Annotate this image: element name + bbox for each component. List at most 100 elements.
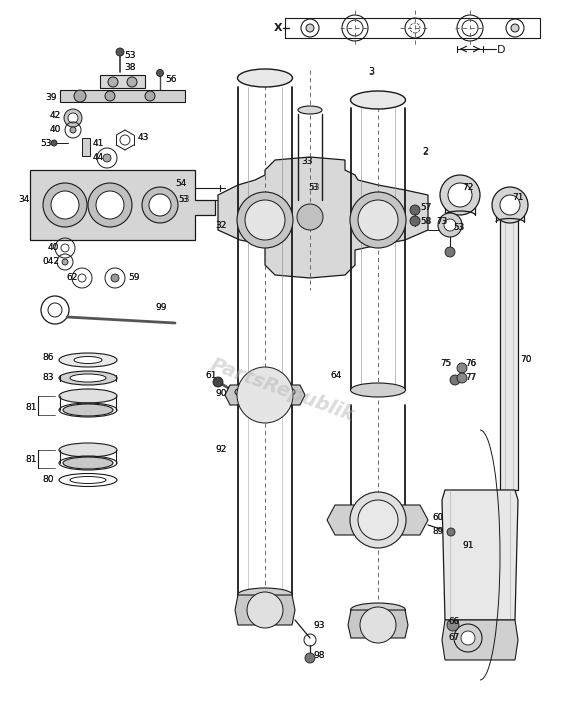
Circle shape bbox=[457, 373, 467, 383]
Text: 33: 33 bbox=[301, 157, 312, 167]
Ellipse shape bbox=[70, 374, 106, 382]
Text: 81: 81 bbox=[25, 456, 37, 464]
Ellipse shape bbox=[74, 356, 102, 363]
Polygon shape bbox=[442, 490, 518, 620]
Text: 83: 83 bbox=[42, 373, 53, 381]
Text: 40: 40 bbox=[48, 242, 59, 252]
Circle shape bbox=[447, 619, 459, 631]
Circle shape bbox=[43, 183, 87, 227]
Circle shape bbox=[462, 20, 478, 36]
Text: 42: 42 bbox=[50, 112, 61, 120]
Text: 72: 72 bbox=[462, 184, 473, 193]
Text: 77: 77 bbox=[465, 373, 476, 383]
Text: 59: 59 bbox=[128, 273, 140, 281]
Circle shape bbox=[305, 653, 315, 663]
Text: 60: 60 bbox=[432, 513, 443, 521]
Ellipse shape bbox=[351, 383, 405, 397]
Circle shape bbox=[454, 624, 482, 652]
Text: 57: 57 bbox=[420, 203, 431, 213]
Text: 34: 34 bbox=[18, 195, 29, 205]
Circle shape bbox=[440, 175, 480, 215]
Circle shape bbox=[145, 91, 155, 101]
Text: 76: 76 bbox=[465, 358, 476, 368]
Text: 33: 33 bbox=[301, 157, 312, 167]
Circle shape bbox=[96, 191, 124, 219]
Text: 80: 80 bbox=[42, 476, 53, 485]
Circle shape bbox=[358, 500, 398, 540]
Circle shape bbox=[105, 91, 115, 101]
Ellipse shape bbox=[235, 384, 295, 400]
Text: 62: 62 bbox=[66, 273, 77, 281]
Text: 53: 53 bbox=[453, 224, 464, 232]
Text: 89: 89 bbox=[432, 528, 443, 536]
Text: 39: 39 bbox=[45, 92, 56, 102]
Circle shape bbox=[360, 607, 396, 643]
Circle shape bbox=[410, 216, 420, 226]
Text: 53: 53 bbox=[40, 138, 51, 148]
Circle shape bbox=[221, 197, 227, 203]
Circle shape bbox=[358, 200, 398, 240]
Text: 61: 61 bbox=[205, 371, 217, 379]
Polygon shape bbox=[235, 595, 295, 625]
Text: 61: 61 bbox=[205, 371, 217, 379]
Text: PartsRepublik: PartsRepublik bbox=[207, 355, 357, 425]
Circle shape bbox=[68, 113, 78, 123]
Ellipse shape bbox=[63, 404, 113, 416]
Ellipse shape bbox=[238, 383, 293, 397]
Text: 40: 40 bbox=[50, 125, 61, 135]
Circle shape bbox=[62, 259, 68, 265]
Text: 38: 38 bbox=[124, 63, 136, 73]
Text: 92: 92 bbox=[215, 446, 226, 454]
Text: 75: 75 bbox=[440, 358, 452, 368]
Circle shape bbox=[142, 187, 178, 223]
Circle shape bbox=[511, 24, 519, 32]
Polygon shape bbox=[442, 620, 518, 660]
Circle shape bbox=[450, 375, 460, 385]
Text: 64: 64 bbox=[330, 371, 341, 379]
Text: 70: 70 bbox=[520, 355, 531, 365]
Text: 90: 90 bbox=[215, 389, 226, 399]
Circle shape bbox=[297, 204, 323, 230]
Text: 73: 73 bbox=[436, 218, 448, 226]
Text: 43: 43 bbox=[138, 133, 149, 143]
Text: 76: 76 bbox=[465, 358, 476, 368]
Circle shape bbox=[410, 205, 420, 215]
Circle shape bbox=[120, 135, 130, 145]
Text: 53: 53 bbox=[308, 184, 318, 193]
Text: 43: 43 bbox=[138, 133, 149, 143]
Text: 83: 83 bbox=[42, 373, 53, 381]
Text: 89: 89 bbox=[432, 528, 444, 536]
Circle shape bbox=[213, 377, 223, 387]
Text: X: X bbox=[274, 23, 282, 33]
Ellipse shape bbox=[59, 443, 117, 457]
Text: 40: 40 bbox=[50, 125, 61, 135]
Ellipse shape bbox=[351, 91, 405, 109]
Text: 32: 32 bbox=[215, 221, 226, 229]
Text: 75: 75 bbox=[440, 358, 450, 368]
Circle shape bbox=[51, 191, 79, 219]
Text: 54: 54 bbox=[175, 180, 186, 188]
Circle shape bbox=[74, 90, 86, 102]
Text: 042: 042 bbox=[42, 257, 59, 265]
Circle shape bbox=[111, 274, 119, 282]
Circle shape bbox=[237, 192, 293, 248]
Text: 39: 39 bbox=[45, 92, 56, 102]
Text: 86: 86 bbox=[42, 353, 53, 363]
Bar bbox=[82, 138, 90, 156]
Text: 57: 57 bbox=[420, 203, 431, 213]
Circle shape bbox=[438, 213, 462, 237]
Text: 53: 53 bbox=[308, 184, 319, 193]
Text: 66: 66 bbox=[448, 617, 459, 627]
Text: 2: 2 bbox=[422, 147, 428, 157]
Text: 3: 3 bbox=[368, 67, 374, 77]
Ellipse shape bbox=[63, 457, 113, 469]
Text: 72: 72 bbox=[462, 184, 473, 193]
Polygon shape bbox=[30, 170, 215, 240]
Text: 92: 92 bbox=[215, 446, 226, 454]
Text: 71: 71 bbox=[512, 193, 524, 203]
Circle shape bbox=[149, 194, 171, 216]
Text: 53: 53 bbox=[178, 195, 187, 205]
Text: 77: 77 bbox=[465, 373, 476, 383]
Text: 41: 41 bbox=[93, 138, 104, 148]
Circle shape bbox=[306, 24, 314, 32]
